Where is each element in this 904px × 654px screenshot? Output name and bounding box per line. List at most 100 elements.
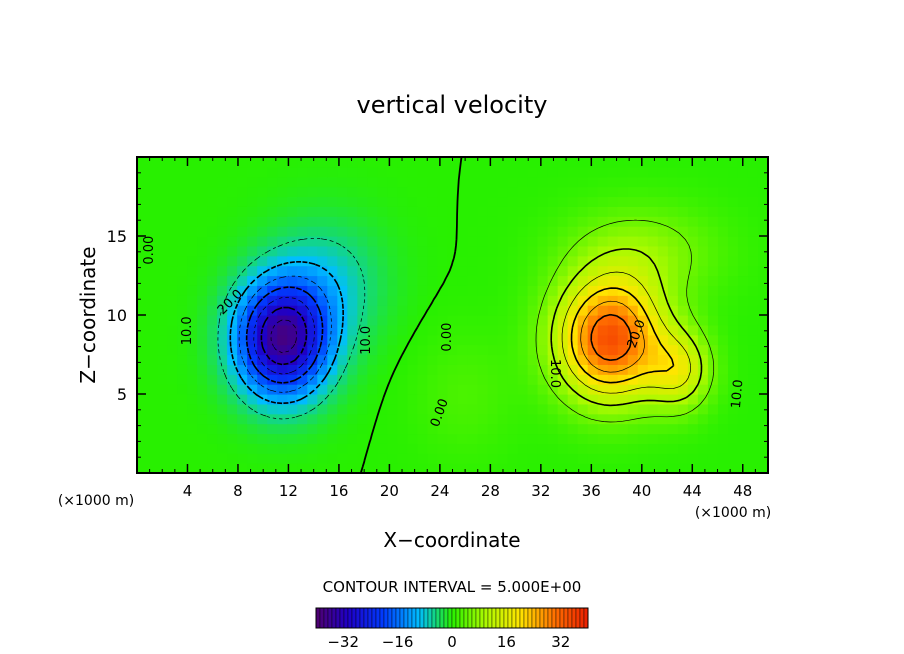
heat-cell [207,403,218,415]
heat-cell [377,384,388,395]
heat-cell [517,324,529,336]
heat-cell [737,275,749,286]
heat-cell [407,226,419,237]
heat-cell [137,334,148,346]
heat-cell [167,394,178,405]
heat-cell [257,344,268,356]
heat-cell [407,374,419,385]
heat-cell [727,166,739,178]
heat-cell [207,236,218,247]
colorbar-cell [539,607,545,629]
colorbar-cell [407,607,413,629]
heat-cell [227,216,238,227]
heat-cell [617,265,629,277]
y-axis-label: Z−coordinate [76,246,100,383]
colorbar-cell [423,607,429,629]
heat-cell [717,384,729,395]
heat-cell [417,157,429,168]
heat-cell [757,305,769,316]
heat-cell [587,423,599,435]
heat-cell [407,433,419,444]
heat-cell [567,166,579,178]
heat-cell [407,344,419,356]
heat-cell [517,453,529,464]
heat-cell [757,374,769,385]
heat-cell [497,324,509,336]
y-tick-label: 10 [107,306,127,325]
heat-cell [687,157,699,168]
heat-cell [417,166,429,178]
heat-cell [177,315,188,326]
heat-cell [697,413,709,425]
heat-cell [547,364,559,375]
heat-cell [197,255,208,267]
heat-cell [347,275,358,286]
heat-cell [197,364,208,375]
heat-cell [427,324,439,336]
heat-cell [737,186,749,198]
heat-cell [587,157,599,168]
heat-cell [277,324,288,336]
heat-cell [307,413,318,425]
heat-cell [617,295,629,306]
heat-cell [207,216,218,227]
heat-cell [597,384,609,395]
heat-cell [587,394,599,405]
heat-cell [347,433,358,444]
heat-cell [747,166,759,178]
heat-cell [367,255,378,267]
heat-cell [687,344,699,356]
heat-cell [357,433,368,444]
heat-cell [677,255,689,267]
heat-cell [717,176,729,188]
heat-cell [287,295,298,306]
heat-cell [517,413,529,425]
heat-cell [397,315,409,326]
heat-cell [247,285,258,296]
heat-cell [597,453,609,464]
heat-cell [537,265,549,277]
heat-cell [137,226,148,237]
heat-cell [737,255,749,267]
heat-cell [497,394,509,405]
heat-cell [437,216,449,227]
heat-cell [197,295,208,306]
heat-cell [737,364,749,375]
heat-cell [397,403,409,415]
heat-cell [367,324,378,336]
heat-cell [557,166,569,178]
heat-cell [547,463,559,474]
heat-cell [477,255,489,267]
heat-cell [577,166,589,178]
heat-cell [347,236,358,247]
colorbar-cell [339,607,345,629]
heat-cell [417,236,429,247]
heat-cell [737,453,749,464]
heat-cell [287,364,298,375]
colorbar-cell [467,607,473,629]
heat-cell [647,364,659,375]
heat-cell [607,255,619,267]
heat-cell [747,186,759,198]
heat-cell [307,166,318,178]
heat-cell [607,305,619,316]
heat-cell [327,226,338,237]
heat-cell [567,443,579,454]
heat-cell [467,305,479,316]
heat-cell [567,226,579,237]
heat-cell [237,295,248,306]
heat-cell [217,384,228,395]
heat-cell [137,275,148,286]
heat-cell [547,176,559,188]
heat-cell [637,275,649,286]
heat-cell [307,324,318,336]
heat-cell [687,216,699,227]
heat-cell [687,463,699,474]
heat-cell [617,245,629,257]
heat-cell [187,443,198,454]
heat-cell [627,275,639,286]
heat-cell [367,443,378,454]
heat-cell [237,226,248,237]
heat-cell [237,443,248,454]
heat-cell [257,176,268,188]
